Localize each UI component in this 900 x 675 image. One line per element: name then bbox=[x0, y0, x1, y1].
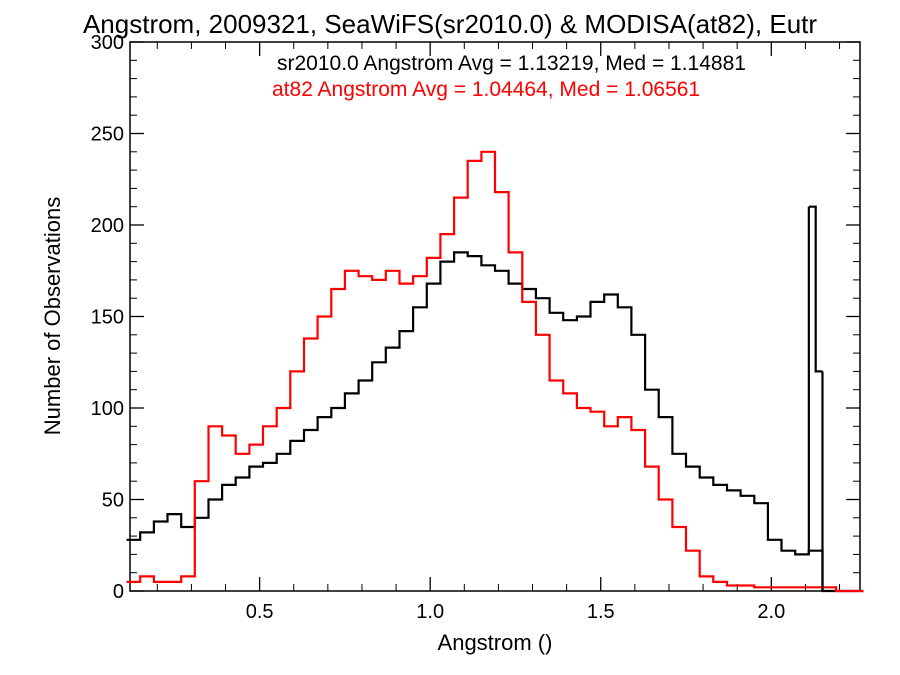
x-axis-label: Angstrom () bbox=[438, 630, 553, 655]
plot-frame bbox=[129, 41, 861, 592]
x-tick-labels: 0.5 1.0 1.5 2.0 bbox=[246, 601, 785, 623]
y-tick-label: 0 bbox=[113, 581, 124, 603]
y-tick-label: 100 bbox=[91, 398, 124, 420]
y-tick-label: 250 bbox=[91, 124, 124, 146]
y-tick-label: 150 bbox=[91, 307, 124, 329]
series-layer bbox=[126, 150, 864, 593]
y-tick-label: 200 bbox=[91, 215, 124, 237]
legend-entry-at82: at82 Angstrom Avg = 1.04464, Med = 1.065… bbox=[272, 78, 700, 101]
y-axis-label: Number of Observations bbox=[40, 197, 65, 435]
series-line-at82 bbox=[126, 150, 864, 593]
y-tick-label: 300 bbox=[91, 32, 124, 54]
legend-entry-sr2010: sr2010.0 Angstrom Avg = 1.13219, Med = 1… bbox=[277, 52, 746, 75]
y-tick-label: 50 bbox=[102, 490, 124, 512]
series-spike-sr2010.0 bbox=[808, 205, 823, 373]
series-line-sr2010.0 bbox=[126, 251, 864, 593]
y-tick-labels: 0 50 100 150 200 250 300 bbox=[91, 32, 124, 603]
x-tick-label: 0.5 bbox=[246, 601, 274, 623]
chart-title: Angstrom, 2009321, SeaWiFS(sr2010.0) & M… bbox=[83, 9, 817, 39]
x-tick-label: 1.0 bbox=[416, 601, 444, 623]
tick-marks bbox=[130, 41, 860, 592]
x-tick-label: 1.5 bbox=[587, 601, 615, 623]
x-tick-label: 2.0 bbox=[757, 601, 785, 623]
